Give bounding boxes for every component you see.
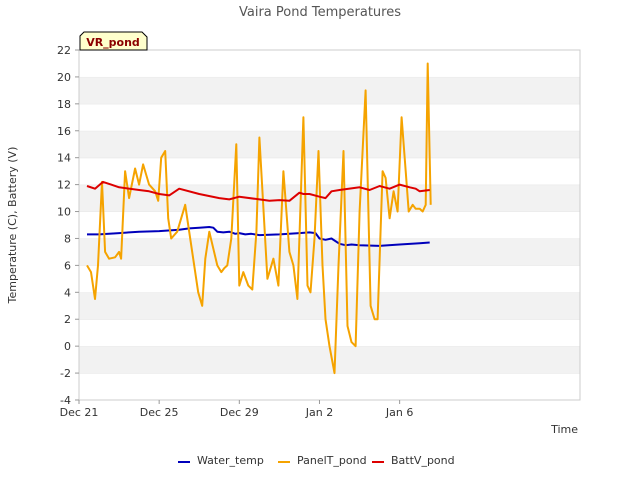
legend-label: PanelT_pond	[297, 454, 367, 467]
series-lines	[86, 62, 432, 375]
y-tick-label: -2	[60, 367, 71, 380]
station-badge: VR_pond	[79, 31, 148, 51]
y-tick-label: 10	[57, 206, 71, 219]
grid-band	[79, 238, 580, 266]
legend-label: Water_temp	[197, 454, 264, 467]
x-tick-label: Dec 25	[140, 406, 179, 419]
y-tick-label: -4	[60, 394, 71, 407]
y-tick-label: 8	[64, 232, 71, 245]
y-tick-label: 0	[64, 340, 71, 353]
grid-band	[79, 103, 580, 131]
series-line-battv-pond	[86, 180, 430, 202]
y-tick-label: 20	[57, 71, 71, 84]
y-tick-label: 2	[64, 313, 71, 326]
grid-band	[79, 50, 580, 77]
y-axis-ticks: -4 -2 0 2 4 6 8 10 12 14 16 18 20 22	[57, 44, 79, 407]
y-tick-label: 22	[57, 44, 71, 57]
y-tick-label: 18	[57, 98, 71, 111]
x-axis-label: Time	[550, 423, 578, 436]
grid-band	[79, 211, 580, 239]
grid-band	[79, 184, 580, 212]
y-tick-label: 14	[57, 152, 71, 165]
badge-box	[79, 31, 148, 51]
y-tick-label: 4	[64, 286, 71, 299]
x-tick-label: Dec 21	[60, 406, 99, 419]
grid-band	[79, 373, 580, 400]
grid-band	[79, 265, 580, 293]
legend: Water_temp PanelT_pond BattV_pond	[178, 454, 455, 467]
chart-title: Vaira Pond Temperatures	[239, 5, 401, 20]
y-tick-label: 6	[64, 259, 71, 272]
y-axis-label: Temperature (C), Battery (V)	[6, 147, 19, 305]
legend-label: BattV_pond	[391, 454, 455, 467]
y-tick-label: 12	[57, 179, 71, 192]
grid-band	[79, 130, 580, 158]
x-tick-label: Jan 6	[385, 406, 413, 419]
plot-area	[78, 49, 581, 401]
x-tick-label: Jan 2	[305, 406, 333, 419]
grid-band	[79, 157, 580, 185]
x-axis-ticks: Dec 21 Dec 25 Dec 29 Jan 2 Jan 6	[60, 400, 413, 419]
grid-band	[79, 76, 580, 104]
x-tick-label: Dec 29	[220, 406, 259, 419]
y-tick-label: 16	[57, 125, 71, 138]
badge-label: VR_pond	[86, 36, 140, 49]
series-line-panelt-pond	[86, 62, 432, 375]
grid-band	[79, 292, 580, 320]
